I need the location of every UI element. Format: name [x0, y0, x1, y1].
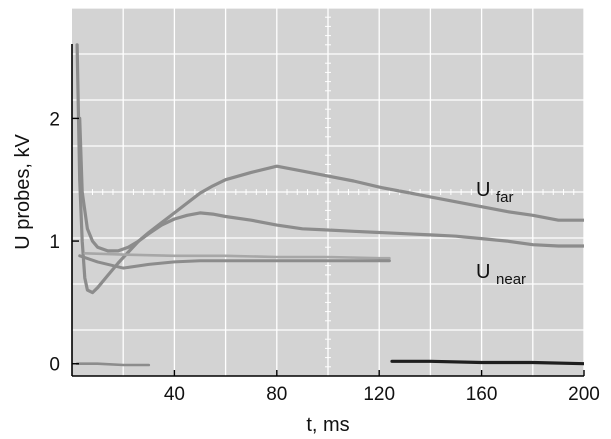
series-line-4: [390, 359, 584, 366]
series-line-0: [78, 116, 584, 253]
x-tick-label: 40: [164, 384, 185, 405]
series-line-5: [75, 362, 151, 367]
u-near-label: U near: [476, 261, 526, 288]
y-tick-label: 0: [49, 355, 60, 376]
x-axis-title: t, ms: [306, 414, 349, 436]
u-far-label-sub: far: [496, 189, 514, 206]
y-tick-label: 1: [49, 232, 60, 253]
series-line-3: [78, 254, 391, 270]
x-tick-label: 80: [266, 384, 287, 405]
grid: [72, 7, 585, 376]
u-near-label-main: U: [476, 261, 490, 283]
tick-labels: 40 80 120 160 200 0 1 2: [49, 109, 599, 405]
series-line-1: [75, 43, 584, 295]
series-line-2: [83, 252, 391, 260]
u-far-label-main: U: [476, 179, 490, 201]
u-near-label-sub: near: [496, 271, 526, 288]
x-tick-label: 160: [466, 384, 498, 405]
axes: [71, 44, 584, 377]
y-tick-label: 2: [49, 109, 60, 130]
u-far-label: U far: [476, 179, 514, 206]
y-axis-title: U probes, kV: [12, 134, 34, 250]
series-layer: [75, 43, 584, 367]
x-tick-label: 200: [568, 384, 600, 405]
x-tick-label: 120: [363, 384, 395, 405]
